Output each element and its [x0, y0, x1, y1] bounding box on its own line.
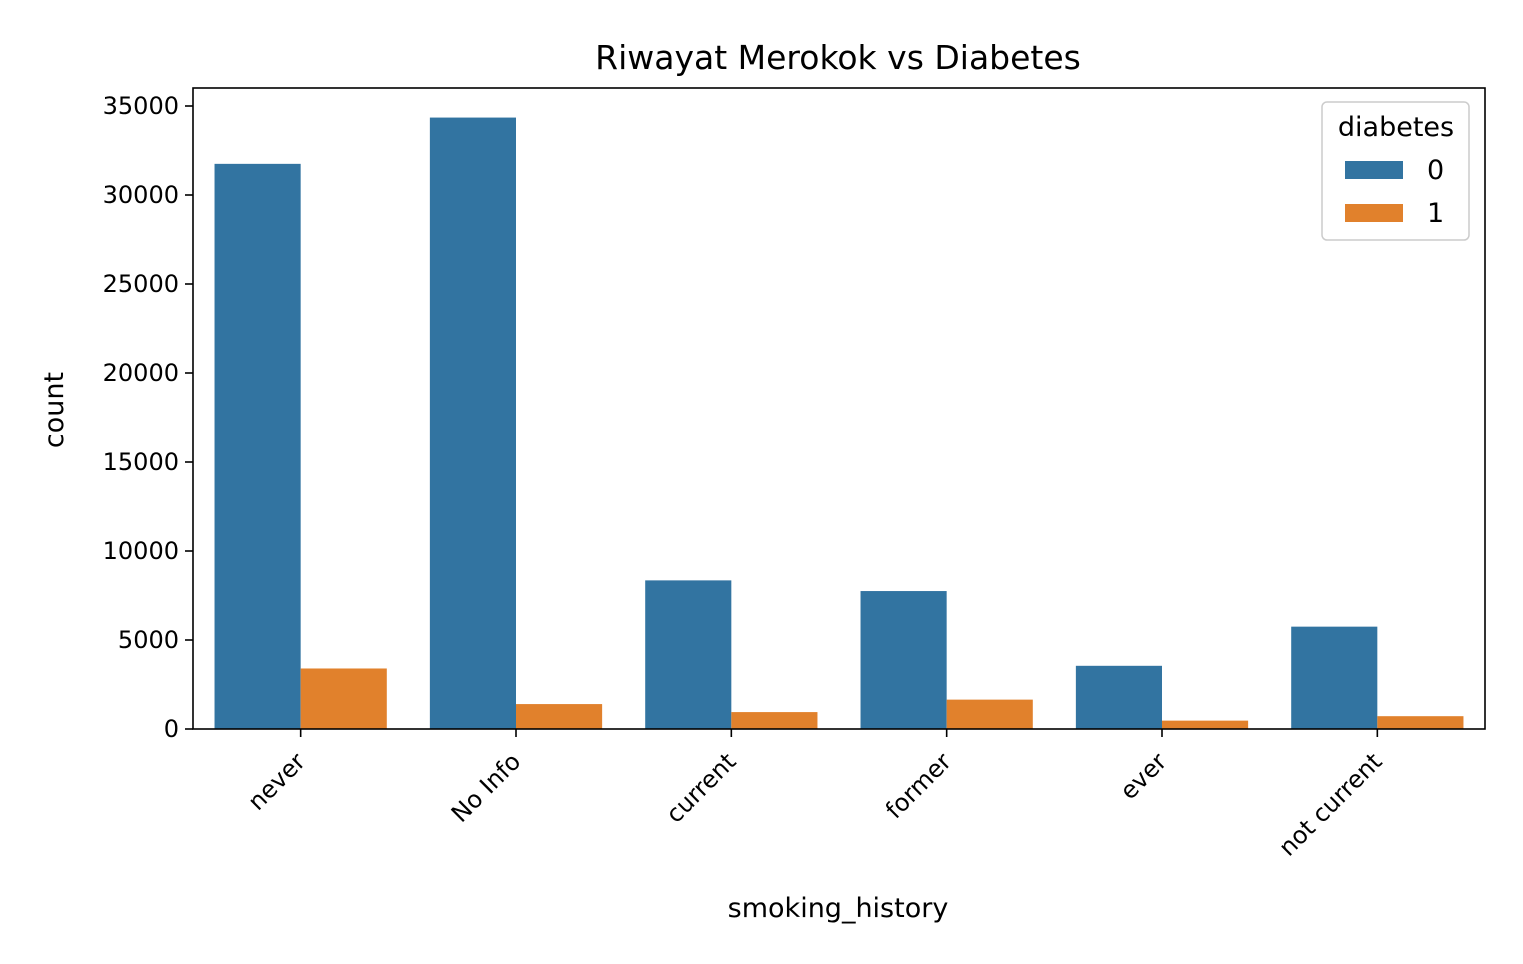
bar-0-not-current	[1291, 626, 1378, 729]
legend: diabetes 0 1	[1321, 101, 1470, 241]
bar-0-no-info	[429, 117, 516, 729]
bar-0-never	[214, 163, 301, 730]
legend-swatch-0	[1345, 161, 1403, 179]
bar-1-never	[300, 668, 387, 729]
y-tick-label: 15000	[103, 448, 179, 476]
bar-1-current	[731, 712, 818, 729]
y-tick-label: 30000	[103, 181, 179, 209]
chart-title: Riwayat Merokok vs Diabetes	[595, 38, 1081, 77]
y-tick-label: 5000	[118, 626, 179, 654]
bar-1-former	[946, 699, 1033, 729]
bar-0-current	[645, 580, 732, 729]
y-tick-label: 10000	[103, 537, 179, 565]
x-tick-label: not current	[1273, 747, 1387, 861]
x-tick-label: current	[661, 747, 742, 828]
bar-0-former	[860, 591, 947, 729]
x-tick-label: No Info	[446, 747, 526, 827]
y-tick-label: 35000	[103, 92, 179, 120]
y-axis-label: count	[39, 372, 70, 448]
legend-swatch-1	[1345, 204, 1403, 222]
legend-title: diabetes	[1338, 112, 1454, 143]
bar-0-ever	[1075, 665, 1162, 729]
y-tick-label: 20000	[103, 359, 179, 387]
legend-label-0: 0	[1427, 155, 1444, 186]
legend-label-1: 1	[1427, 198, 1444, 229]
bars-layer	[214, 117, 1464, 730]
x-tick-label: ever	[1115, 747, 1173, 805]
bar-1-ever	[1162, 720, 1249, 729]
y-tick-label: 0	[164, 715, 179, 743]
x-tick-label: never	[242, 747, 311, 816]
x-axis-label: smoking_history	[728, 893, 949, 924]
y-axis: 0 5000 10000 15000 20000 25000 30000 35000	[103, 92, 193, 743]
plot-frame	[192, 87, 1486, 730]
x-tick-label: former	[880, 747, 957, 824]
y-tick-label: 25000	[103, 270, 179, 298]
bar-1-no-info	[516, 704, 603, 729]
x-axis: never No Info current former ever not current	[242, 729, 1388, 862]
bar-1-not-current	[1377, 716, 1464, 729]
